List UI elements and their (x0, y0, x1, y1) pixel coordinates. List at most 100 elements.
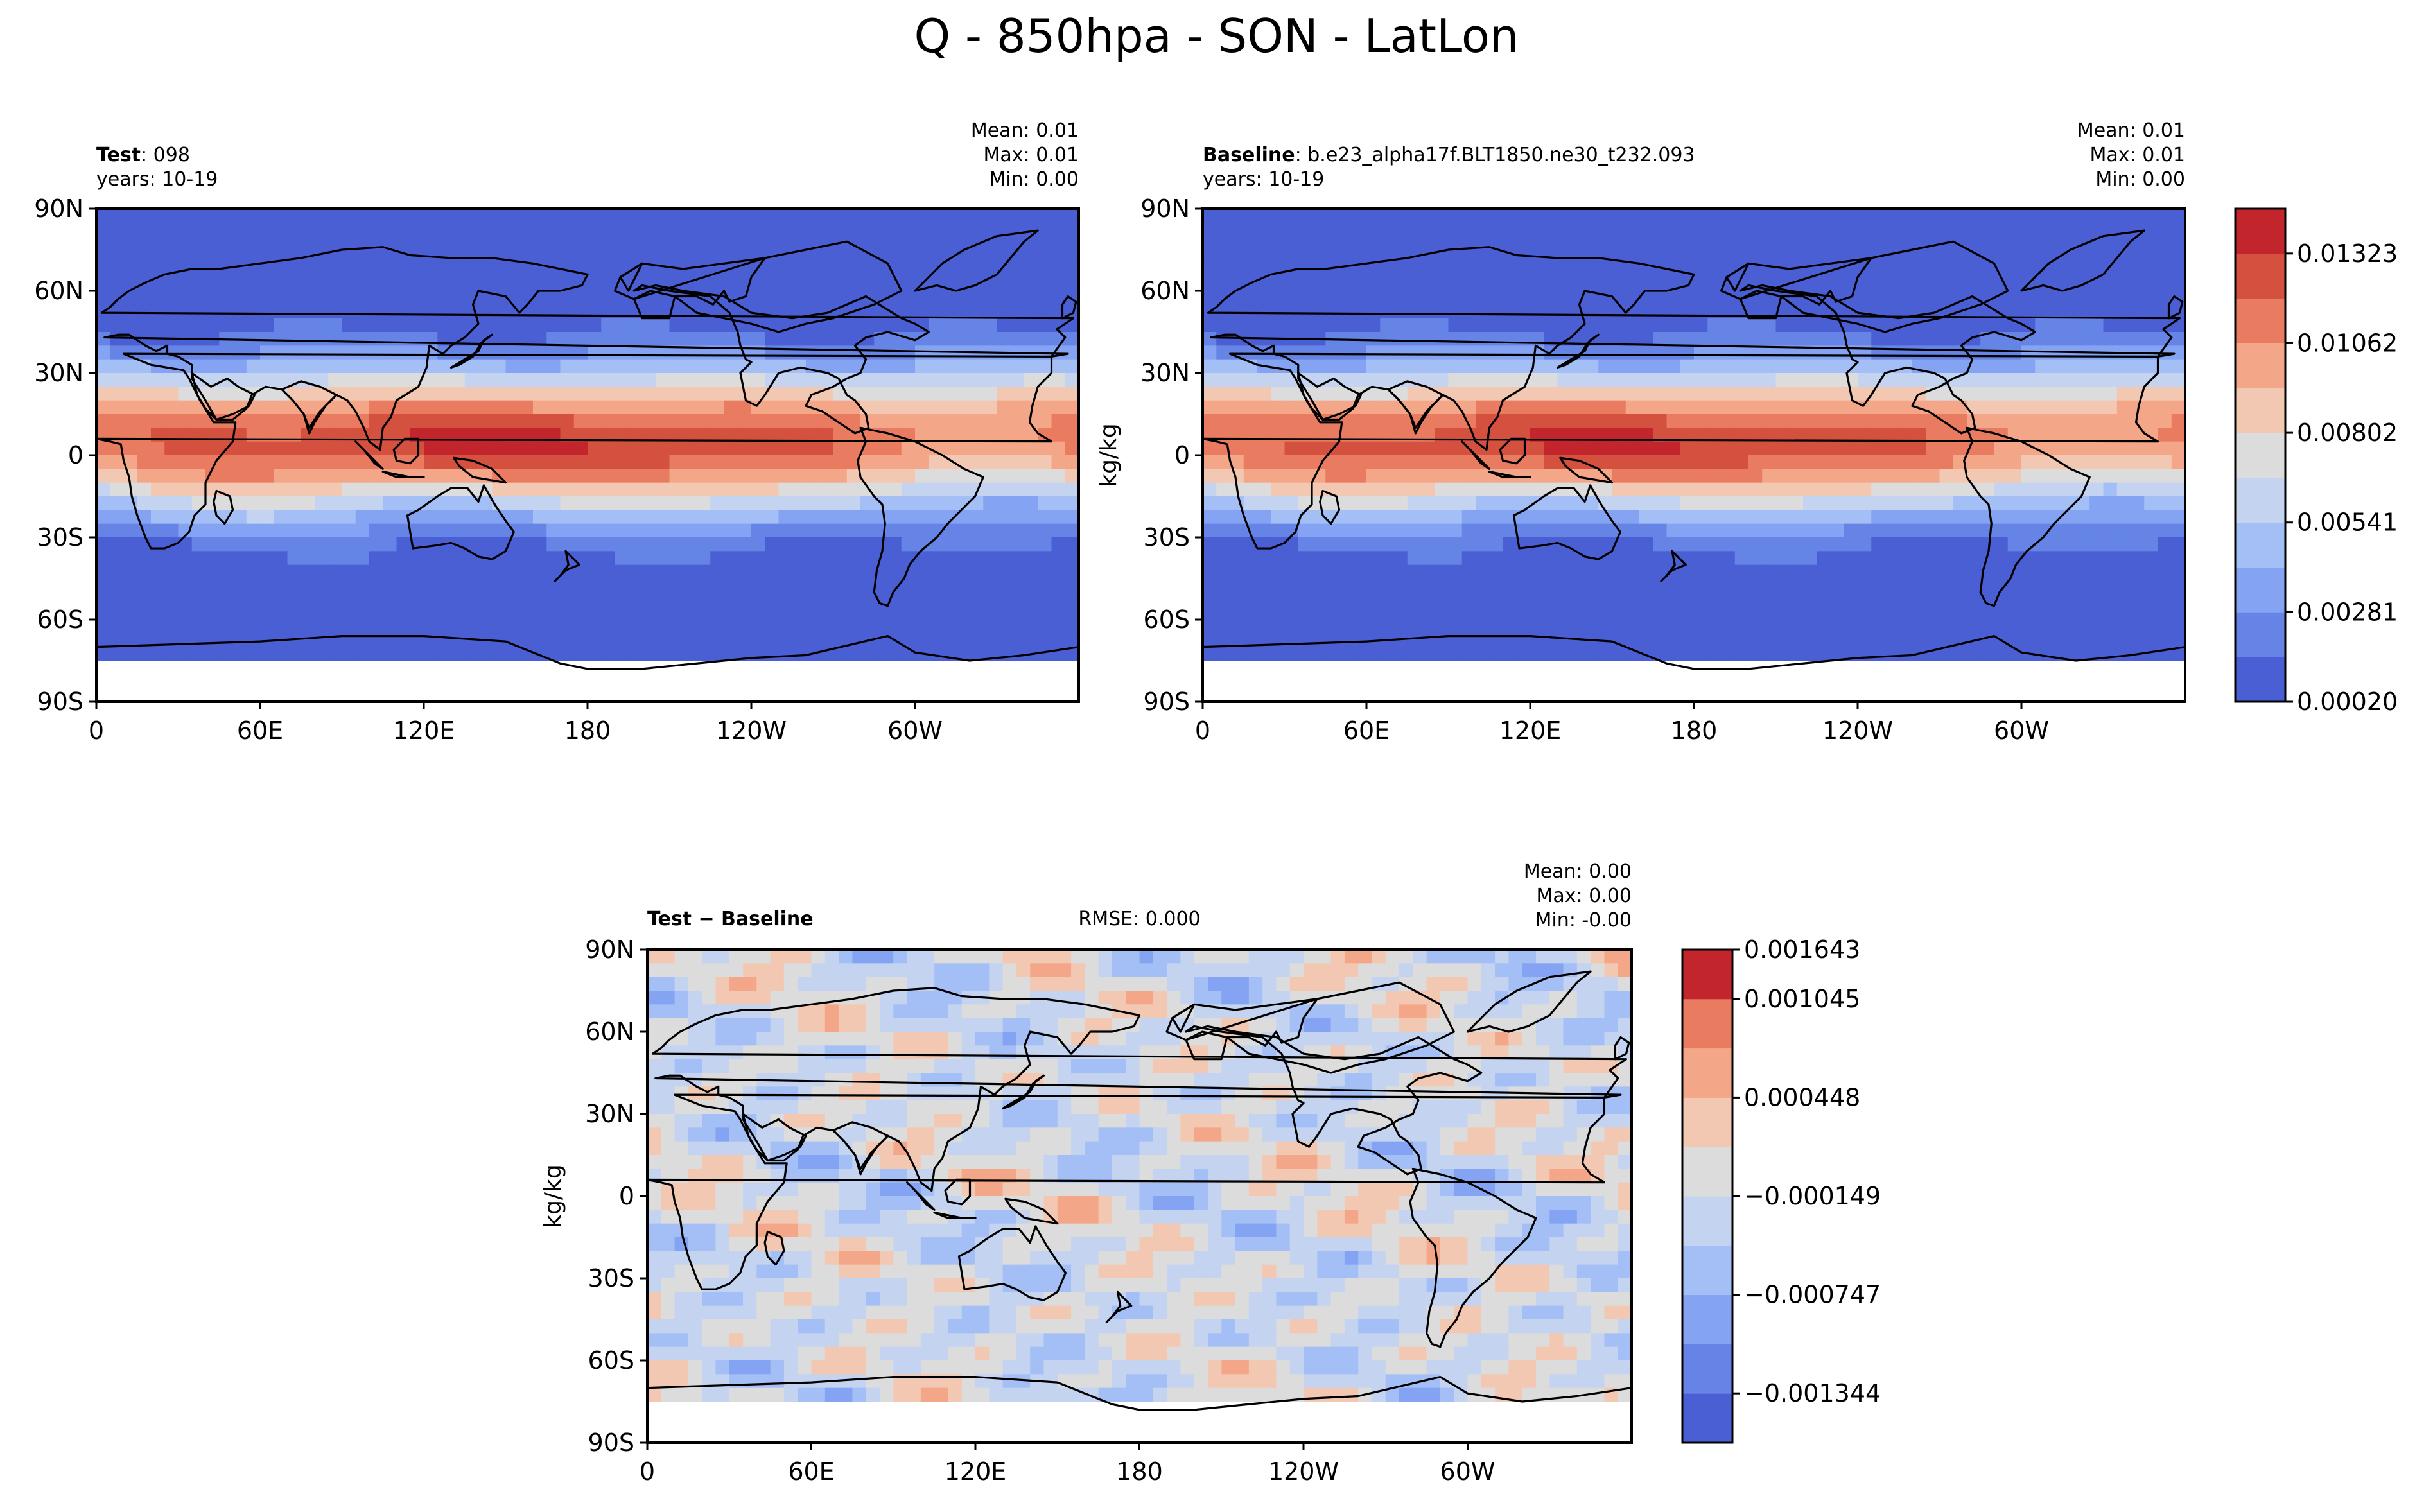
field-cell (983, 633, 998, 648)
field-cell (1680, 455, 1695, 469)
field-cell (751, 455, 765, 469)
field-cell (833, 455, 848, 469)
field-cell (164, 250, 179, 264)
field-cell (1230, 304, 1244, 319)
field-cell (1271, 400, 1286, 415)
field-cell (1065, 209, 1079, 223)
field-cell (1844, 428, 1858, 442)
field-cell (1038, 400, 1052, 415)
field-cell (1666, 605, 1681, 620)
field-cell (1926, 441, 1940, 456)
field-cell (1380, 537, 1395, 552)
field-cell (2048, 510, 2063, 525)
field-cell (710, 441, 725, 456)
field-cell (232, 291, 247, 305)
field-cell (1051, 455, 1066, 469)
field-cell (2158, 537, 2172, 552)
field-cell (1980, 469, 1995, 483)
field-cell (737, 359, 752, 374)
field-cell (737, 578, 752, 593)
field-cell (1530, 304, 1544, 319)
field-cell (2116, 400, 2131, 415)
field-cell (2076, 263, 2090, 278)
field-cell (588, 455, 602, 469)
field-cell (1653, 318, 1668, 333)
field-cell (178, 236, 193, 250)
field-cell (683, 620, 697, 634)
field-cell (1912, 605, 1926, 620)
field-cell (1010, 359, 1025, 374)
field-cell (2035, 304, 2050, 319)
field-cell (260, 291, 274, 305)
field-cell (328, 318, 343, 333)
field-cell (697, 222, 711, 237)
field-cell (369, 304, 383, 319)
field-cell (683, 318, 697, 333)
field-cell (519, 564, 534, 579)
field-cell (96, 332, 110, 346)
field-cell (669, 318, 684, 333)
field-cell (1830, 578, 1845, 593)
field-cell (1748, 482, 1763, 497)
field-cell (219, 523, 234, 538)
field-cell (1625, 387, 1640, 401)
field-cell (1653, 578, 1668, 593)
field-cell (1203, 551, 1217, 566)
field-cell (1885, 428, 1899, 442)
field-cell (874, 537, 889, 552)
field-cell (1476, 537, 1490, 552)
field-cell (274, 510, 288, 525)
field-cell (588, 373, 602, 387)
field-cell (151, 414, 165, 428)
field-cell (1762, 578, 1777, 593)
field-cell (915, 620, 929, 634)
field-cell (833, 209, 848, 223)
field-cell (437, 469, 452, 483)
field-cell (997, 373, 1011, 387)
field-cell (519, 291, 534, 305)
field-cell (1953, 414, 1967, 428)
field-cell (573, 441, 588, 456)
field-cell (1024, 633, 1038, 648)
field-cell (1203, 523, 1217, 538)
field-cell (901, 578, 916, 593)
field-cell (137, 318, 152, 333)
field-cell (1271, 647, 1286, 661)
field-cell (137, 250, 152, 264)
field-cell (1503, 373, 1517, 387)
field-cell (355, 345, 370, 360)
field-cell (260, 455, 274, 469)
lon-tick-label: 0 (89, 717, 104, 745)
field-cell (806, 661, 820, 675)
field-cell (778, 387, 793, 401)
field-cell (573, 605, 588, 620)
field-cell (492, 236, 507, 250)
field-cell (492, 482, 507, 497)
field-cell (1748, 318, 1763, 333)
field-cell (355, 332, 370, 346)
field-cell (219, 564, 234, 579)
field-cell (205, 304, 220, 319)
field-cell (874, 647, 889, 661)
field-cell (1557, 469, 1572, 483)
field-cell (1516, 605, 1531, 620)
field-cell (1352, 414, 1367, 428)
field-cell (997, 633, 1011, 648)
field-cell (1271, 263, 1286, 278)
field-cell (1898, 304, 1913, 319)
field-cell (1038, 250, 1052, 264)
field-cell (915, 263, 929, 278)
field-cell (710, 661, 725, 675)
field-cell (1585, 523, 1599, 538)
field-cell (2021, 414, 2036, 428)
field-cell (1065, 250, 1079, 264)
field-cell (792, 250, 807, 264)
field-cell (410, 441, 424, 456)
field-cell (1544, 620, 1558, 634)
field-cell (464, 277, 479, 291)
field-cell (1230, 414, 1244, 428)
field-cell (1939, 592, 1954, 607)
field-cell (656, 332, 670, 346)
field-cell (546, 250, 561, 264)
field-cell (942, 620, 957, 634)
